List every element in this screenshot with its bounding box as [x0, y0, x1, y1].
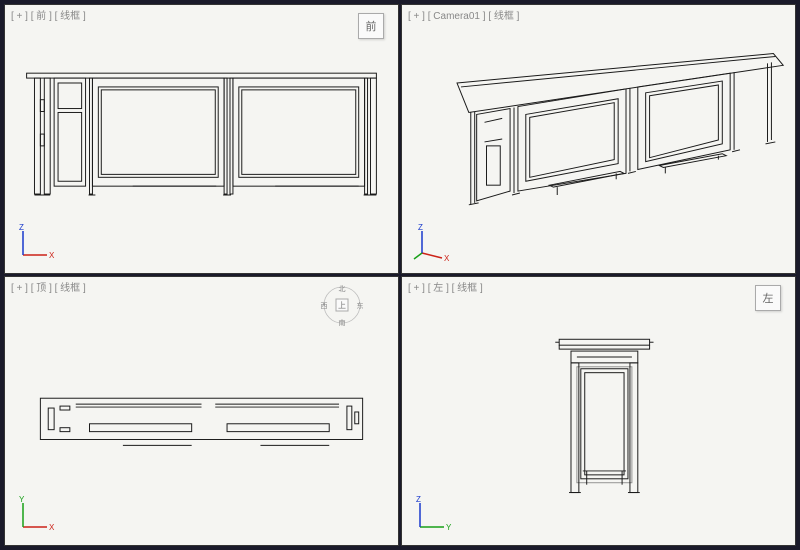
viewport-label[interactable]: [ + ] [ Camera01 ] [ 线框 ] — [408, 7, 519, 22]
axis-gizmo-icon: X Y — [15, 495, 55, 535]
svg-text:Z: Z — [416, 495, 421, 504]
perspective-drawing — [402, 5, 795, 273]
viewport-label[interactable]: [ + ] [ 顶 ] [ 线框 ] — [11, 279, 86, 294]
viewport-left[interactable]: [ + ] [ 左 ] [ 线框 ] 左 — [401, 276, 796, 546]
svg-text:Z: Z — [19, 223, 24, 232]
axis-gizmo-icon: Y Z — [412, 495, 452, 535]
svg-text:上: 上 — [338, 301, 346, 310]
viewport-label[interactable]: [ + ] [ 前 ] [ 线框 ] — [11, 7, 86, 22]
svg-text:Y: Y — [19, 495, 25, 504]
axis-gizmo-icon: X Z — [15, 223, 55, 263]
svg-text:Z: Z — [418, 223, 423, 232]
svg-text:X: X — [49, 251, 55, 260]
svg-text:东: 东 — [357, 301, 364, 310]
svg-text:Y: Y — [446, 523, 452, 532]
svg-text:南: 南 — [339, 318, 346, 327]
svg-text:X: X — [444, 254, 450, 263]
view-cube-left[interactable]: 左 — [755, 285, 781, 311]
svg-text:西: 西 — [321, 302, 328, 310]
compass-icon[interactable]: 上 北 东 南 西 — [320, 283, 364, 327]
view-cube-front[interactable]: 前 — [358, 13, 384, 39]
svg-text:北: 北 — [339, 285, 346, 293]
viewport-front[interactable]: [ + ] [ 前 ] [ 线框 ] 前 — [4, 4, 399, 274]
viewport-top[interactable]: [ + ] [ 顶 ] [ 线框 ] 上 北 东 南 西 — [4, 276, 399, 546]
front-elevation-drawing — [5, 5, 398, 273]
viewport-grid: [ + ] [ 前 ] [ 线框 ] 前 — [4, 4, 796, 546]
viewport-label[interactable]: [ + ] [ 左 ] [ 线框 ] — [408, 279, 483, 294]
viewport-camera[interactable]: [ + ] [ Camera01 ] [ 线框 ] — [401, 4, 796, 274]
side-elevation-drawing — [402, 277, 795, 545]
axis-gizmo-icon: X Z — [412, 223, 452, 263]
svg-text:X: X — [49, 523, 55, 532]
